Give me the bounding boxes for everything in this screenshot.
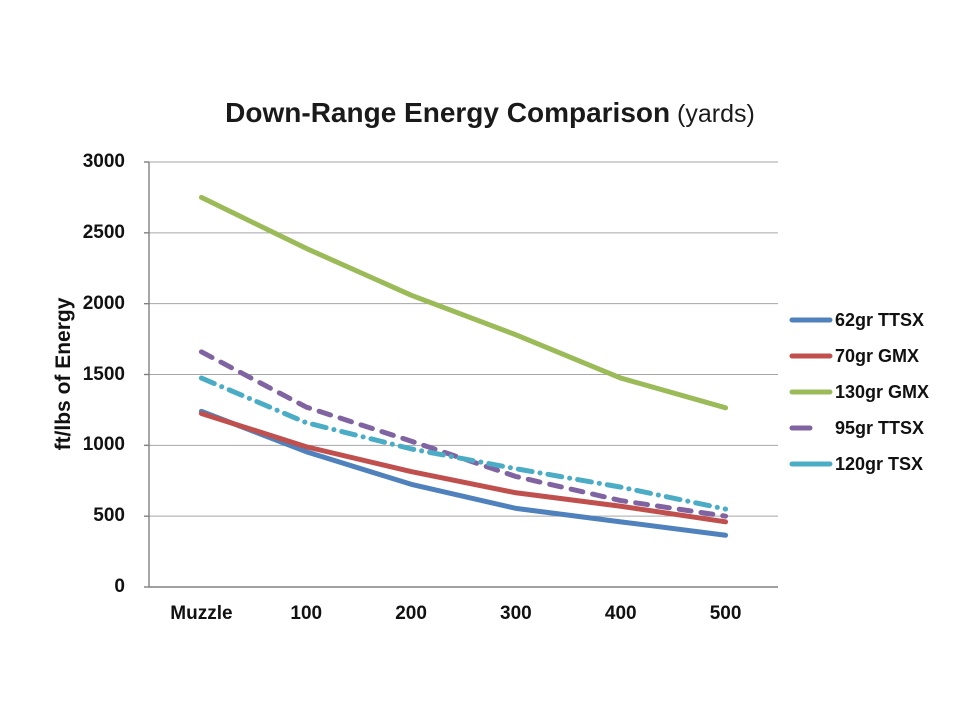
legend-label: 62gr TTSX [835,309,925,330]
y-tick-label: 0 [114,576,125,597]
x-tick-label-100: 100 [290,603,323,624]
x-tick-label-muzzle: Muzzle [170,603,233,624]
legend-item-62gr-ttsx: 62gr TTSX [789,302,929,338]
legend-item-120gr-tsx: 120gr TSX [789,446,929,482]
legend-item-70gr-gmx: 70gr GMX [789,338,929,374]
y-tick-label: 2000 [82,292,125,314]
chart-title-suffix: (yards) [670,100,755,128]
y-tick-label: 3000 [82,151,125,172]
y-tick-label: 1500 [82,363,125,385]
legend-label: 70gr GMX [835,345,920,366]
legend-label: 130gr GMX [835,381,930,402]
x-tick-label-500: 500 [709,603,742,624]
y-tick-label: 500 [93,505,125,527]
x-tick-label-400: 400 [604,603,637,624]
y-tick-label: 2500 [82,221,125,243]
y-tick-label: 1000 [82,434,125,456]
legend-item-130gr-gmx: 130gr GMX [789,374,929,410]
legend-label: 95gr TTSX [835,417,925,438]
x-tick-label-300: 300 [500,603,532,624]
chart-title: Down-Range Energy Comparison (yards) [10,97,960,129]
legend-item-95gr-ttsx: 95gr TTSX [789,410,929,446]
legend-line-sample [789,353,833,359]
x-tick-label-200: 200 [395,603,427,624]
legend-label: 120gr TSX [835,453,924,474]
legend-line-sample [789,317,833,323]
chart-legend: 62gr TTSX 70gr GMX 130gr GMX 95gr TTSX 1… [789,302,929,482]
legend-line-sample [789,461,833,467]
chart-title-main: Down-Range Energy Comparison [225,97,671,128]
legend-line-sample [789,389,833,395]
legend-line-sample [789,425,833,431]
